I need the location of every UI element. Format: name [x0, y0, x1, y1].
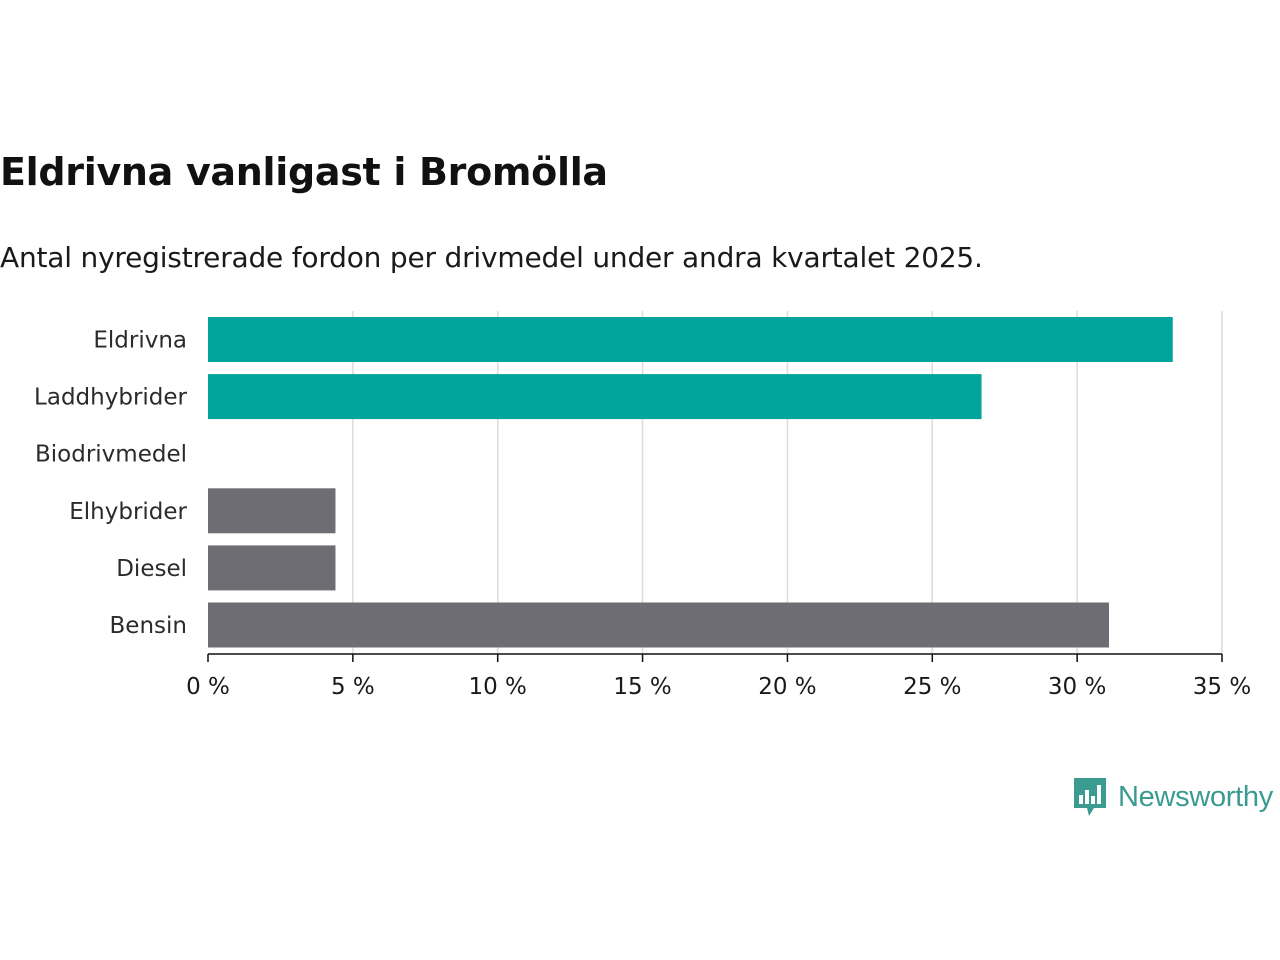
- newsworthy-logo: Newsworthy: [1072, 776, 1273, 818]
- category-label-laddhybrider: Laddhybrider: [34, 385, 187, 411]
- x-tick-label-35: 35 %: [1193, 674, 1251, 700]
- chart-title: Eldrivna vanligast i Bromölla: [0, 150, 608, 194]
- category-label-elhybrider: Elhybrider: [69, 499, 187, 525]
- x-tick-label-10: 10 %: [468, 674, 526, 700]
- x-tick-label-30: 30 %: [1048, 674, 1106, 700]
- y-axis-labels: Eldrivna Laddhybrider Biodrivmedel Elhybrid…: [34, 328, 187, 640]
- bar-elhybrider: [208, 488, 336, 534]
- x-tick-label-5: 5 %: [331, 674, 375, 700]
- bars: [208, 317, 1173, 648]
- bar-bensin: [208, 602, 1110, 648]
- chart-subtitle: Antal nyregistrerade fordon per drivmede…: [0, 241, 983, 274]
- category-label-diesel: Diesel: [116, 556, 187, 582]
- gridlines: [352, 311, 1223, 654]
- newsworthy-logo-icon: [1074, 778, 1106, 816]
- brand-name: Newsworthy: [1118, 780, 1273, 813]
- x-tick-label-0: 0 %: [186, 674, 230, 700]
- x-tick-label-15: 15 %: [613, 674, 671, 700]
- bar-laddhybrider: [208, 374, 982, 420]
- bar-eldrivna: [208, 317, 1173, 362]
- x-axis: 0 % 5 % 10 % 15 % 20 % 25 % 30 % 35 %: [186, 653, 1251, 700]
- x-tick-label-25: 25 %: [903, 674, 961, 700]
- x-tick-label-20: 20 %: [758, 674, 816, 700]
- category-label-eldrivna: Eldrivna: [93, 328, 187, 354]
- bar-diesel: [208, 545, 336, 591]
- category-label-bensin: Bensin: [110, 613, 187, 639]
- category-label-biodrivmedel: Biodrivmedel: [35, 442, 187, 468]
